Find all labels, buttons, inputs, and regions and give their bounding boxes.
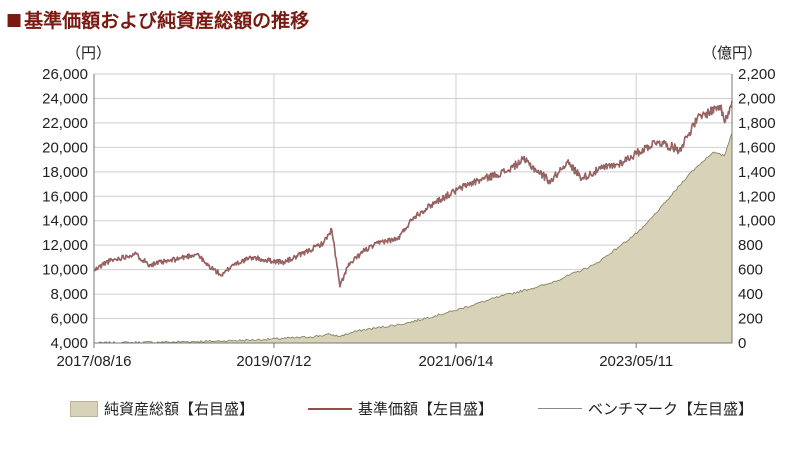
right-tick-label: 200 [738, 311, 763, 328]
right-axis-unit: （億円） [702, 45, 762, 62]
right-tick-label: 600 [738, 262, 763, 279]
x-tick-label: 2019/07/12 [236, 353, 311, 370]
left-tick-label: 24,000 [42, 90, 88, 107]
legend: 純資産総額【右目盛】 基準価額【左目盛】 ベンチマーク【左目盛】 [0, 398, 804, 428]
legend-item-nav: 基準価額【左目盛】 [308, 398, 493, 419]
right-tick-label: 800 [738, 237, 763, 254]
series-area-group [93, 132, 733, 344]
right-tick-label: 0 [738, 335, 746, 352]
legend-item-net-assets: 純資産総額【右目盛】 [70, 398, 254, 419]
right-tick-label: 400 [738, 286, 763, 303]
left-tick-label: 18,000 [42, 164, 88, 181]
left-tick-label: 4,000 [50, 335, 88, 352]
right-tick-label: 1,000 [738, 213, 776, 230]
left-tick-label: 14,000 [42, 213, 88, 230]
left-tick-label: 16,000 [42, 188, 88, 205]
benchmark-line [93, 101, 733, 288]
x-tick-label: 2023/05/11 [599, 353, 673, 370]
x-tick-label: 2017/08/16 [56, 353, 131, 370]
series-lines-group [93, 100, 733, 288]
left-tick-label: 6,000 [50, 311, 88, 328]
legend-swatch-nav-line [308, 407, 352, 410]
chart-title: ■ 基準価額および純資産総額の推移 [6, 6, 309, 33]
net-assets-area [93, 132, 733, 344]
right-tick-label: 2,000 [738, 90, 776, 107]
left-tick-label: 26,000 [42, 66, 88, 83]
left-tick-label: 10,000 [42, 262, 88, 279]
legend-label-benchmark: ベンチマーク【左目盛】 [588, 400, 754, 418]
chart-title-text: 基準価額および純資産総額の推移 [24, 10, 310, 32]
legend-swatch-area [70, 400, 98, 417]
left-axis-unit: （円） [66, 45, 111, 62]
axes-group: 4,000 0 6,000 200 8,000 400 10,000 600 12,000 800… [42, 66, 775, 370]
legend-item-benchmark: ベンチマーク【左目盛】 [538, 398, 753, 419]
right-tick-label: 1,600 [738, 139, 776, 156]
legend-swatch-benchmark-line [538, 408, 582, 409]
right-tick-label: 1,200 [738, 188, 776, 205]
legend-label-net-assets: 純資産総額【右目盛】 [104, 400, 255, 418]
legend-label-nav: 基準価額【左目盛】 [358, 400, 494, 418]
left-tick-label: 8,000 [50, 286, 88, 303]
left-tick-label: 22,000 [42, 115, 88, 132]
left-tick-label: 20,000 [42, 139, 88, 156]
left-tick-label: 12,000 [42, 237, 88, 254]
right-tick-label: 2,200 [738, 66, 776, 83]
right-tick-label: 1,400 [738, 164, 776, 181]
right-tick-label: 1,800 [738, 115, 776, 132]
x-tick-label: 2021/06/14 [418, 353, 493, 370]
title-square-mark: ■ [6, 9, 23, 30]
